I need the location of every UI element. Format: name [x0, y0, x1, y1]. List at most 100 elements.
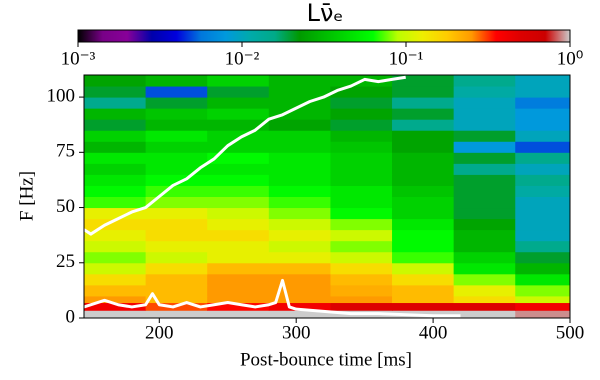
colorbar-tick-label: 10⁻² — [225, 48, 260, 69]
heat-cell — [330, 108, 393, 120]
heat-cell — [330, 152, 393, 164]
heat-cell — [330, 273, 393, 286]
heat-cell — [145, 262, 208, 275]
heat-cell — [453, 185, 516, 197]
heat-cell — [207, 152, 270, 164]
heat-cell — [330, 262, 393, 275]
heat-cell — [453, 229, 516, 242]
x-tick-label: 200 — [145, 322, 174, 343]
heat-cell — [268, 310, 331, 318]
heat-cell — [453, 163, 516, 175]
y-tick-label: 75 — [56, 141, 75, 162]
heat-cell — [392, 240, 455, 253]
heat-cell — [268, 152, 331, 164]
y-tick-label: 100 — [47, 85, 76, 106]
heat-cell — [453, 262, 516, 275]
heat-cell — [268, 229, 331, 242]
heat-cell — [453, 207, 516, 220]
heat-cell — [330, 218, 393, 231]
heat-cell — [268, 273, 331, 286]
heat-cell — [84, 152, 147, 164]
y-tick-label: 50 — [56, 196, 75, 217]
heat-cell — [453, 240, 516, 253]
heat-cell — [453, 310, 516, 318]
heat-cell — [515, 310, 570, 318]
plot-frame — [83, 74, 571, 319]
heat-cell — [453, 119, 516, 131]
heat-cell — [453, 86, 516, 98]
heat-cell — [268, 284, 331, 297]
heat-cell — [453, 97, 516, 109]
heat-cell — [207, 302, 270, 311]
heat-cell — [268, 196, 331, 209]
heat-cell — [392, 163, 455, 175]
heat-cell — [84, 284, 147, 297]
heat-cell — [268, 207, 331, 220]
heat-cell — [330, 185, 393, 197]
heat-cell — [392, 284, 455, 297]
heatmap — [84, 75, 570, 318]
heat-cell — [330, 141, 393, 153]
heat-cell — [330, 196, 393, 209]
heat-cell — [453, 295, 516, 304]
heat-cell — [207, 310, 270, 318]
heat-cell — [145, 207, 208, 220]
heat-cell — [84, 295, 147, 304]
heat-cell — [268, 141, 331, 153]
heat-cell — [145, 174, 208, 186]
heat-cell — [84, 119, 147, 131]
heat-cell — [145, 86, 208, 98]
heat-cell — [392, 174, 455, 186]
heat-cell — [515, 302, 570, 311]
heat-cell — [84, 97, 147, 109]
heat-cell — [207, 229, 270, 242]
heat-cell — [145, 119, 208, 131]
heat-cell — [84, 207, 147, 220]
heat-cell — [330, 86, 393, 98]
heat-cell — [515, 185, 570, 197]
heat-cell — [207, 262, 270, 275]
heat-cell — [268, 218, 331, 231]
heat-cell — [84, 229, 147, 242]
heat-cell — [515, 229, 570, 242]
heat-cell — [268, 240, 331, 253]
heat-cell — [207, 108, 270, 120]
heat-cell — [145, 218, 208, 231]
heat-cell — [392, 262, 455, 275]
heat-cell — [84, 174, 147, 186]
colorbar-tick-label: 10⁰ — [557, 48, 584, 69]
colorbar-tick-label: 10⁻¹ — [389, 48, 424, 69]
heat-cell — [392, 295, 455, 304]
heat-cell — [145, 251, 208, 264]
heat-cell — [207, 119, 270, 131]
heat-cell — [268, 251, 331, 264]
heat-cell — [392, 196, 455, 209]
heat-cell — [145, 163, 208, 175]
heat-cell — [453, 108, 516, 120]
x-axis-label: Post-bounce time [ms] — [240, 349, 412, 370]
heat-cell — [515, 163, 570, 175]
heat-cell — [392, 75, 455, 87]
heat-cell — [145, 141, 208, 153]
heat-cell — [84, 130, 147, 142]
heat-cell — [330, 302, 393, 311]
heat-cell — [515, 75, 570, 87]
heat-cell — [453, 141, 516, 153]
heat-cell — [330, 284, 393, 297]
heat-cell — [207, 97, 270, 109]
heat-cell — [515, 152, 570, 164]
heat-cell — [145, 240, 208, 253]
heat-cell — [207, 207, 270, 220]
colorbar — [77, 29, 571, 43]
heat-cell — [84, 310, 147, 318]
heat-cell — [515, 218, 570, 231]
heat-cell — [145, 310, 208, 318]
heat-cell — [515, 119, 570, 131]
heat-cell — [453, 196, 516, 209]
heat-cell — [268, 86, 331, 98]
heat-cell — [145, 97, 208, 109]
heat-cell — [268, 108, 331, 120]
heat-cell — [84, 141, 147, 153]
heat-cell — [268, 75, 331, 87]
heat-cell — [84, 302, 147, 311]
